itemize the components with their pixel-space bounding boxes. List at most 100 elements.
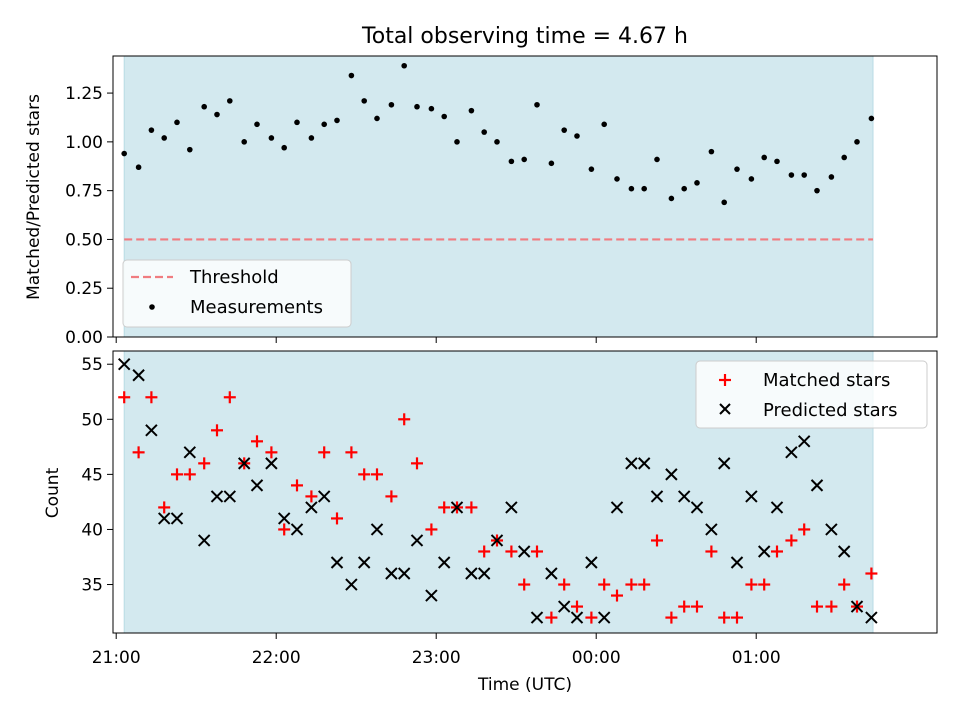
measurement-point — [294, 119, 300, 126]
matched-star-point — [211, 424, 223, 437]
bottom-y-axis: 35 40 45 50 55 — [81, 355, 113, 596]
predicted-star-point — [277, 512, 291, 525]
matched-star-point — [585, 611, 598, 624]
measurement-point — [614, 176, 620, 182]
matched-star-point — [318, 446, 331, 459]
matched-star-point — [825, 600, 838, 613]
predicted-star-point — [570, 611, 584, 624]
measurement-point — [441, 113, 448, 120]
matched-star-point — [223, 391, 236, 404]
bottom-x-axis-label: Time (UTC) — [477, 675, 572, 695]
predicted-star-point — [250, 479, 264, 492]
matched-star-point — [718, 611, 731, 624]
measurement-point — [308, 135, 315, 141]
bottom-panel: 35 40 45 50 55 21:00 22:00 23:00 00:00 01:00 Cou… — [43, 350, 938, 695]
measurement-point — [534, 101, 540, 108]
measurement-point — [694, 180, 700, 186]
measurement-point — [388, 101, 395, 108]
predicted-star-point — [183, 446, 197, 459]
measurement-point — [374, 115, 380, 122]
measurement-point — [774, 158, 780, 165]
measurement-point — [214, 111, 220, 118]
matched-star-point — [425, 523, 438, 536]
measurement-point — [201, 103, 207, 110]
measurement-point — [121, 150, 127, 157]
matched-star-point — [518, 578, 531, 591]
top-panel-frame — [112, 55, 938, 338]
predicted-star-point — [437, 556, 451, 569]
measurement-point — [227, 98, 233, 104]
legend-matched-swatch — [719, 374, 731, 386]
measurement-point — [468, 107, 475, 114]
matched-star-point — [305, 490, 318, 503]
matched-star-point — [811, 600, 823, 613]
measurement-point — [734, 166, 740, 172]
bottom-legend-box — [695, 360, 928, 429]
predicted-star-point — [730, 556, 744, 569]
measurement-point — [521, 156, 527, 163]
measurement-point — [814, 187, 820, 194]
predicted-star-point — [330, 556, 344, 569]
predicted-star-point — [490, 534, 504, 547]
top-y-tick-label: 0.75 — [65, 182, 103, 202]
matched-star-point — [691, 600, 703, 613]
predicted-star-point — [117, 358, 131, 371]
measurement-point — [454, 139, 460, 145]
matched-star-point — [558, 578, 571, 591]
matched-star-point — [411, 457, 423, 470]
predicted-star-point — [585, 556, 598, 569]
top-y-tick-label: 1.00 — [65, 133, 103, 153]
predicted-star-point — [290, 523, 304, 536]
measurement-point — [334, 117, 340, 124]
matched-star-point — [371, 468, 383, 481]
bottom-x-tick-label: 00:00 — [572, 648, 621, 668]
predicted-star-point — [650, 490, 664, 503]
legend-measurements-label: Measurements — [190, 297, 323, 318]
matched-star-point — [705, 545, 718, 558]
matched-star-point — [385, 490, 398, 503]
predicted-star-point — [797, 435, 811, 448]
matched-star-point — [598, 578, 611, 591]
predicted-star-point — [610, 501, 624, 514]
matched-star-point — [158, 501, 171, 514]
measurement-point — [548, 160, 555, 167]
measurement-point — [174, 119, 180, 126]
legend-predicted-swatch — [719, 403, 731, 415]
matched-star-point — [665, 611, 678, 624]
matched-star-point — [678, 600, 691, 613]
matched-star-point — [398, 413, 411, 426]
matched-star-point — [771, 545, 783, 558]
predicted-star-point — [265, 457, 278, 470]
predicted-star-point — [517, 545, 531, 558]
predicted-star-point — [385, 567, 398, 580]
measurement-point — [268, 135, 275, 141]
bottom-panel-frame — [112, 350, 938, 634]
predicted-star-point — [530, 611, 544, 624]
predicted-star-point — [425, 589, 438, 602]
matched-star-point — [291, 479, 303, 492]
predicted-star-point — [397, 567, 411, 580]
top-panel: Total observing time = 4.67 h 0.000.250.… — [24, 24, 938, 348]
predicted-star-point — [370, 523, 384, 536]
measurement-point — [574, 133, 580, 139]
predicted-star-point — [705, 523, 718, 536]
measurement-point — [761, 154, 767, 161]
predicted-star-point — [477, 567, 491, 580]
measurement-point — [414, 103, 420, 110]
bottom-x-tick-label: 23:00 — [412, 648, 461, 668]
measurement-point — [428, 105, 435, 112]
top-x-axis-ticks — [115, 337, 757, 343]
predicted-star-point — [210, 490, 224, 503]
predicted-star-point — [557, 600, 571, 613]
matched-star-point — [198, 457, 211, 470]
predicted-star-point — [825, 523, 838, 536]
measurement-point — [748, 176, 755, 182]
matched-star-point — [183, 468, 196, 481]
measurement-point — [854, 139, 860, 145]
matched-star-point — [785, 534, 798, 547]
matched-star-point — [478, 545, 491, 558]
matched-star-point — [505, 545, 518, 558]
measurement-point — [588, 166, 595, 172]
measurement-point — [681, 185, 687, 192]
